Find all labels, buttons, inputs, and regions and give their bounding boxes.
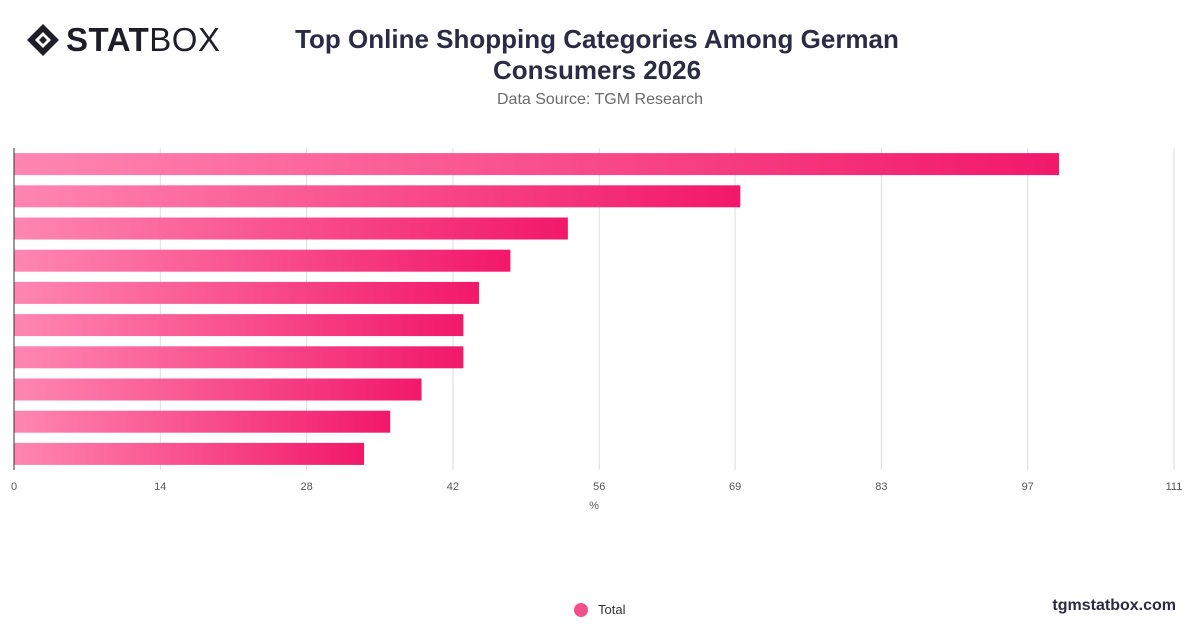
x-tick-label: 42 [447,481,459,493]
legend-marker [574,602,588,617]
x-tick-label: 69 [729,481,741,493]
statbox-logo: STATBOX [26,22,220,58]
bar[interactable] [14,410,391,433]
x-tick-label: 111 [1166,481,1183,493]
website-watermark: tgmstatbox.com [1052,597,1176,614]
x-tick-label: 83 [875,481,887,493]
bar[interactable] [14,346,464,369]
legend[interactable]: Total [574,602,625,617]
chart-subtitle: Data Source: TGM Research [496,91,703,108]
logo-text-light: BOX [149,21,221,58]
logo-wordmark: STATBOX [66,22,220,58]
x-axis-ticks: 0 14 28 42 56 69 83 97 111 [11,481,1182,493]
bar[interactable] [14,249,511,272]
x-tick-label: 28 [300,481,312,493]
x-tick-label: 14 [154,481,166,493]
bar[interactable] [14,281,480,304]
statbox-diamond-icon [27,24,59,56]
chart-title: Top Online Shopping Categories Among Ger… [295,24,899,85]
x-axis-label: % [589,500,599,512]
bar[interactable] [14,217,568,240]
x-tick-label: 0 [11,481,17,493]
bar[interactable] [14,378,422,401]
x-tick-label: 97 [1022,481,1034,493]
bar[interactable] [14,442,365,465]
bar[interactable] [14,314,464,337]
bar[interactable] [14,185,741,208]
legend-label: Total [598,602,626,617]
bars [14,153,1060,465]
logo-text-bold: STAT [66,21,150,58]
bar[interactable] [14,153,1060,176]
x-tick-label: 56 [593,481,605,493]
